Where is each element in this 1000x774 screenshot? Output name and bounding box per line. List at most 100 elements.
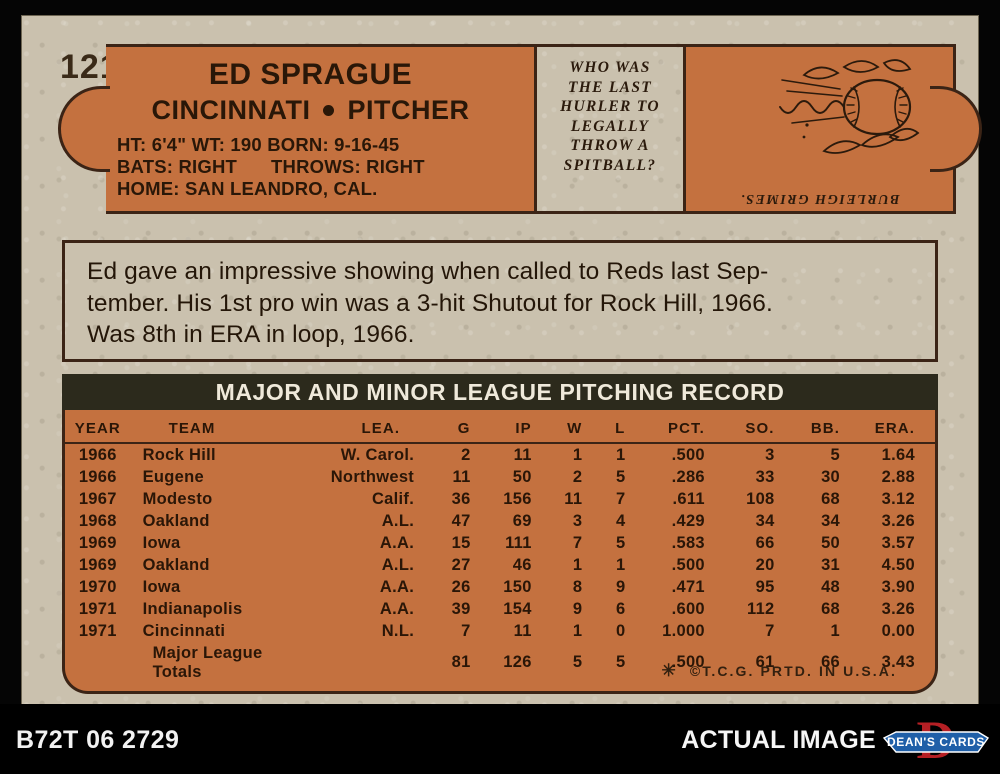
cell-team: Oakland — [142, 555, 210, 574]
cell-pct: .600 — [671, 599, 705, 618]
column-header-so: SO. — [718, 418, 787, 444]
deans-cards-logo[interactable]: D DEAN'S CARDS — [882, 712, 990, 764]
cell-year: 1971 — [78, 599, 117, 618]
cell-w: 11 — [564, 489, 583, 508]
cell-w: 5 — [572, 653, 583, 671]
cell-so: 34 — [755, 511, 775, 530]
cell-team: Modesto — [142, 489, 213, 508]
record-banner-title: MAJOR AND MINOR LEAGUE PITCHING RECORD — [215, 378, 785, 405]
cell-era: 2.88 — [881, 467, 915, 486]
column-header-lea: LEA. — [294, 418, 427, 444]
cell-so: 95 — [755, 577, 775, 596]
cell-w: 1 — [572, 555, 583, 574]
cell-l: 5 — [615, 467, 626, 486]
table-row: 1966 Eugene Northwest 11 50 2 5 .286 33 30 2.88 — [65, 466, 935, 488]
cell-year: 1969 — [78, 555, 117, 574]
table-row: 1966 Rock Hill W. Carol. 2 11 1 1.500 3 5 1.64 — [65, 443, 935, 466]
copyright-text: ©T.C.G. PRTD. IN U.S.A. — [689, 663, 897, 679]
cell-w: 2 — [572, 467, 583, 486]
vitals-bats-throws: BATS: RIGHT THROWS: RIGHT — [87, 156, 534, 178]
column-header-pct: PCT. — [635, 418, 719, 444]
cell-year: 1971 — [78, 621, 117, 640]
player-position: PITCHER — [347, 95, 470, 125]
trivia-line: THROW A — [570, 137, 650, 155]
cell-w: 7 — [572, 533, 583, 552]
column-header-l: L — [590, 418, 636, 444]
table-row: 1971 Indianapolis A.A. 39 154 9 6 .600 112 68 3.26 — [65, 598, 935, 620]
cell-era: 3.90 — [881, 577, 915, 596]
team-name: CINCINNATI — [151, 95, 311, 125]
cell-w: 8 — [572, 577, 583, 596]
spitball-pitch-cartoon-icon — [779, 59, 920, 154]
cell-w: 1 — [572, 621, 583, 640]
cell-pct: .583 — [671, 533, 705, 552]
card-header-band: ED SPRAGUE CINCINNATI PITCHER HT: 6'4" W… — [58, 44, 982, 214]
cell-lea: Calif. — [371, 489, 415, 508]
trivia-cartoon-panel: BURLEIGH GRIMES. — [686, 44, 956, 214]
cell-pct: 1.000 — [662, 621, 705, 640]
cell-era: 0.00 — [881, 621, 915, 640]
cell-w: 9 — [572, 599, 583, 618]
table-body: 1966 Rock Hill W. Carol. 2 11 1 1.500 3 5 1.64 196… — [65, 443, 935, 683]
cell-g: 81 — [451, 653, 471, 671]
cell-bb: 68 — [821, 599, 841, 618]
cell-so: 20 — [755, 555, 775, 574]
vitals-home: HOME: SAN LEANDRO, CAL. — [117, 177, 378, 199]
team-position-row: CINCINNATI PITCHER — [87, 97, 534, 124]
footer-bar: B72T 06 2729 ACTUAL IMAGE D DEAN'S CARDS — [0, 704, 1000, 774]
cell-pct: .611 — [672, 489, 705, 508]
column-header-team: TEAM — [130, 418, 295, 444]
cell-l: 5 — [615, 653, 626, 671]
cell-bb: 50 — [821, 533, 841, 552]
cell-lea: A.L. — [381, 555, 415, 574]
image-id-label: B72T 06 2729 — [16, 726, 180, 754]
cell-pct: .286 — [671, 467, 705, 486]
asterisk-icon: ✳ — [661, 661, 678, 680]
cell-w: 1 — [572, 445, 583, 464]
cell-era: 3.43 — [881, 653, 915, 671]
cell-pct: .471 — [671, 577, 705, 596]
cell-g: 2 — [461, 445, 471, 464]
cell-g: 36 — [451, 489, 471, 508]
cell-so: 7 — [765, 621, 775, 640]
trivia-answer-text: BURLEIGH GRIMES. — [739, 191, 900, 206]
table-header-row: YEAR TEAM LEA. G IP W L PCT. SO. BB. ERA… — [65, 418, 935, 444]
vitals-throws: THROWS: RIGHT — [271, 155, 425, 177]
cell-pct: .500 — [671, 445, 705, 464]
table-row: 1969 Iowa A.A. 15 111 7 5 .583 66 50 3.57 — [65, 532, 935, 554]
cell-ip: 150 — [503, 577, 532, 596]
cell-era: 3.26 — [881, 599, 915, 618]
biography-line: Was 8th in ERA in loop, 1966. — [87, 321, 415, 349]
cell-so: 3 — [765, 445, 775, 464]
cell-ip: 156 — [503, 489, 532, 508]
cell-ip: 11 — [513, 445, 532, 464]
cell-ip: 46 — [512, 555, 532, 574]
trivia-cartoon-panel-right-lobe — [930, 86, 982, 172]
cell-lea: N.L. — [381, 621, 415, 640]
cell-lea: A.A. — [379, 577, 415, 596]
biography-line: Ed gave an impressive showing when calle… — [87, 258, 769, 285]
logo-banner — [882, 731, 990, 753]
record-banner: MAJOR AND MINOR LEAGUE PITCHING RECORD — [62, 374, 938, 410]
cell-pct: .500 — [671, 653, 705, 671]
cell-so: 108 — [746, 489, 775, 508]
cell-lea: A.A. — [379, 533, 415, 552]
cell-so: 33 — [755, 467, 775, 486]
trivia-line: THE LAST — [567, 78, 653, 96]
cell-year: 1967 — [78, 489, 117, 508]
cell-ip: 50 — [512, 467, 532, 486]
cell-year: 1969 — [78, 533, 117, 552]
cell-l: 9 — [615, 577, 626, 596]
cell-team: Indianapolis — [142, 599, 243, 618]
cell-lea: Northwest — [330, 467, 415, 486]
cell-team: Eugene — [142, 467, 204, 486]
cell-pct: .500 — [671, 555, 705, 574]
trivia-line: WHO WAS — [569, 59, 651, 76]
cell-bb: 31 — [821, 555, 841, 574]
column-header-w: W — [543, 418, 591, 444]
biography-text: Ed gave an impressive showing when calle… — [65, 243, 935, 351]
cell-era: 3.57 — [881, 533, 915, 552]
cell-year: 1968 — [78, 511, 117, 530]
table-head: YEAR TEAM LEA. G IP W L PCT. SO. BB. ERA… — [65, 418, 935, 444]
cell-team: Major League Totals — [152, 643, 263, 681]
